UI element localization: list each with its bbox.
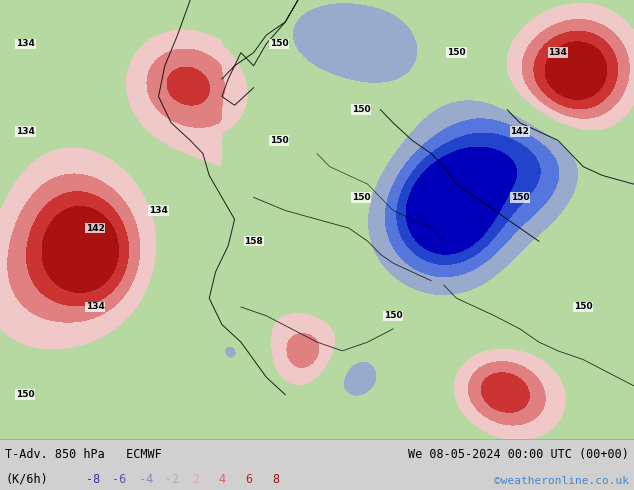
Text: -8: -8 — [86, 473, 100, 486]
Text: 2: 2 — [192, 473, 199, 486]
Text: -2: -2 — [165, 473, 179, 486]
Text: 6: 6 — [245, 473, 252, 486]
Text: 142: 142 — [86, 223, 105, 233]
Text: 150: 150 — [352, 193, 371, 202]
Text: T-Adv. 850 hPa   ECMWF: T-Adv. 850 hPa ECMWF — [5, 448, 162, 461]
Text: 4: 4 — [219, 473, 226, 486]
Text: 134: 134 — [548, 48, 567, 57]
Text: 134: 134 — [149, 206, 168, 215]
Text: 134: 134 — [16, 127, 35, 136]
Text: 158: 158 — [244, 237, 263, 245]
Text: 150: 150 — [447, 48, 466, 57]
Text: 150: 150 — [269, 39, 288, 49]
Text: 142: 142 — [510, 127, 529, 136]
Text: 150: 150 — [510, 193, 529, 202]
Text: (K/6h): (K/6h) — [5, 473, 48, 486]
Text: -6: -6 — [112, 473, 126, 486]
Text: 150: 150 — [352, 105, 371, 114]
Text: 150: 150 — [574, 302, 593, 312]
Text: 134: 134 — [86, 302, 105, 312]
Text: ©weatheronline.co.uk: ©weatheronline.co.uk — [494, 476, 629, 486]
Text: We 08-05-2024 00:00 UTC (00+00): We 08-05-2024 00:00 UTC (00+00) — [408, 448, 629, 461]
Text: 150: 150 — [16, 390, 35, 399]
Text: 8: 8 — [272, 473, 279, 486]
Text: -4: -4 — [139, 473, 153, 486]
Text: 134: 134 — [16, 39, 35, 49]
Text: 150: 150 — [269, 136, 288, 145]
Text: 150: 150 — [384, 311, 403, 320]
